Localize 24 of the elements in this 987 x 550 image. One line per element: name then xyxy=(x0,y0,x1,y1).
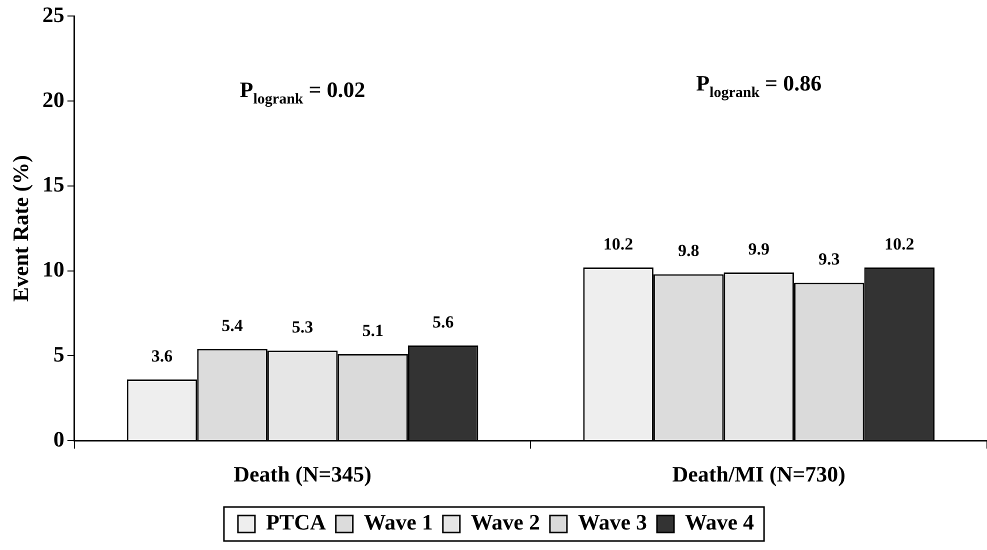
legend-label: Wave 2 xyxy=(470,510,540,535)
data-label: 10.2 xyxy=(603,234,634,254)
legend-label: Wave 3 xyxy=(578,510,648,535)
y-tick-label: 5 xyxy=(53,341,64,366)
data-label: 10.2 xyxy=(884,234,914,254)
y-tick-label: 15 xyxy=(42,172,64,197)
legend-label: Wave 4 xyxy=(684,510,754,535)
data-label: 9.8 xyxy=(678,241,700,260)
data-label: 5.6 xyxy=(432,312,454,332)
y-tick-label: 0 xyxy=(53,426,64,452)
x-tick-label: Death (N=345) xyxy=(234,461,372,486)
data-label: 5.3 xyxy=(292,318,314,337)
data-label: 9.3 xyxy=(818,250,840,269)
y-tick-label: 25 xyxy=(42,2,64,27)
y-axis-title: Event Rate (%) xyxy=(8,155,33,302)
legend-label: PTCA xyxy=(266,510,326,535)
data-label: 5.1 xyxy=(362,320,384,340)
y-tick-label: 20 xyxy=(42,86,64,112)
data-label: 3.6 xyxy=(151,346,173,366)
data-label: 5.4 xyxy=(222,316,244,335)
y-tick-label: 10 xyxy=(42,256,64,282)
data-label: 9.9 xyxy=(748,239,770,258)
legend-label: Wave 1 xyxy=(364,510,433,535)
x-tick-label: Death/MI (N=730) xyxy=(672,461,846,486)
